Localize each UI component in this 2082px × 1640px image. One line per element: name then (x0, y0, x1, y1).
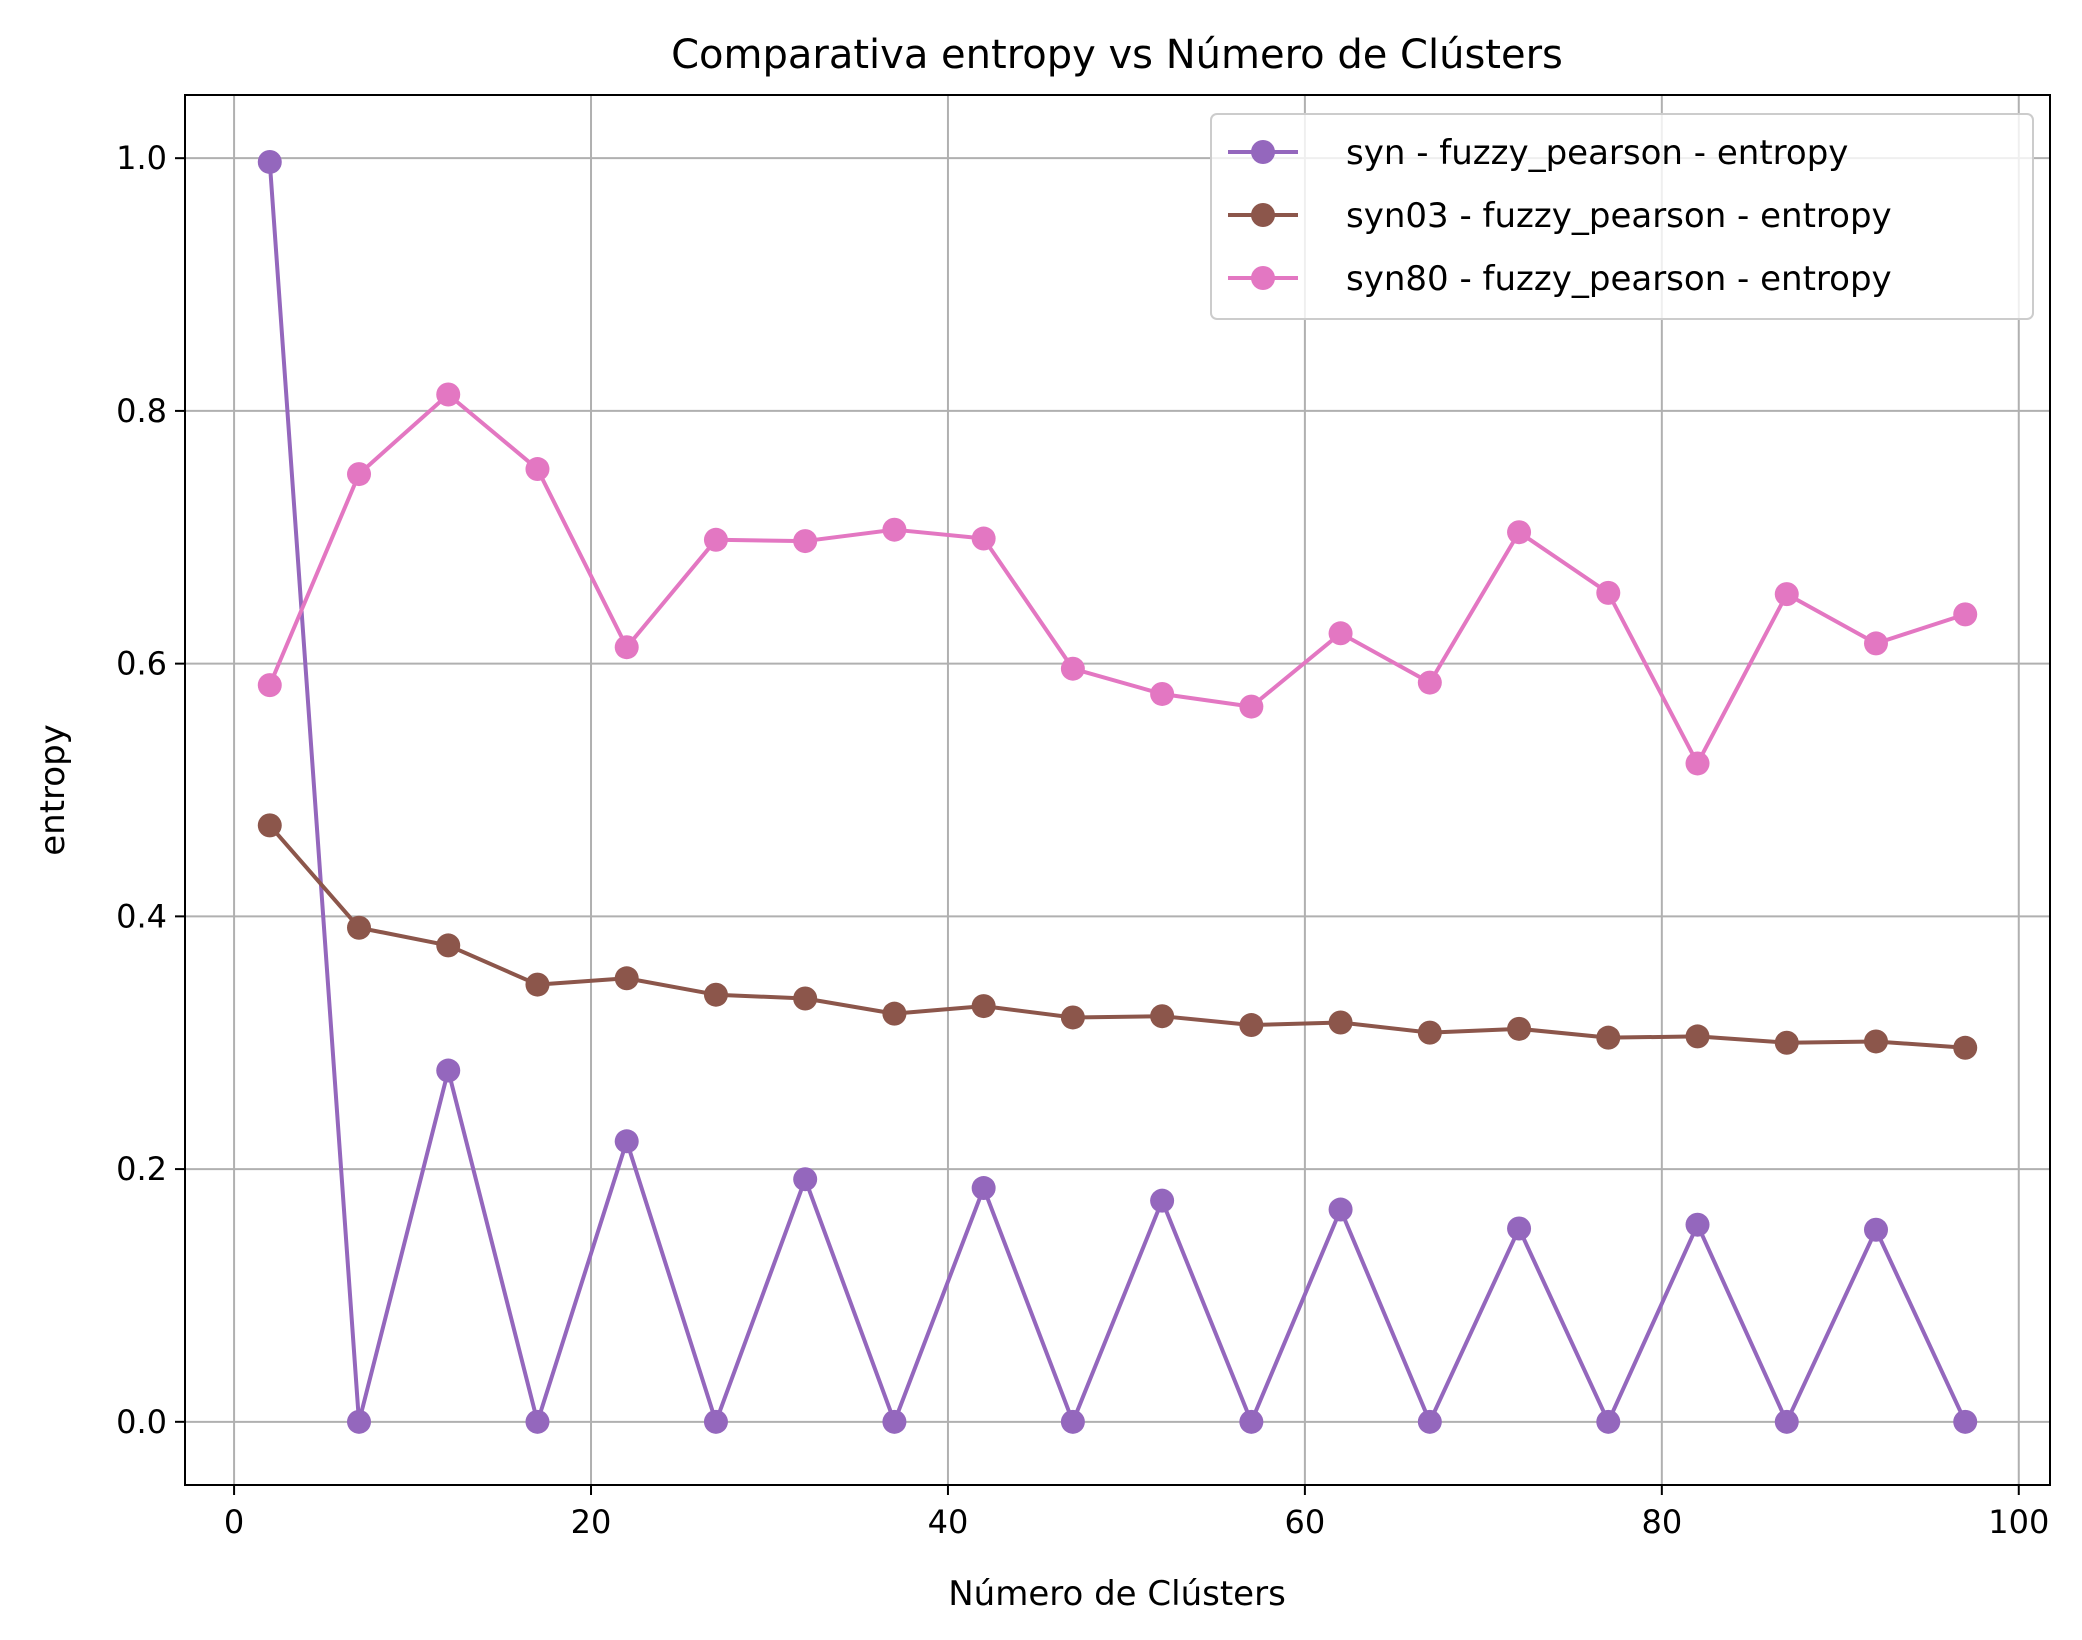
data-point (1596, 580, 1621, 605)
data-point (1239, 694, 1264, 719)
legend-item: syn80 - fuzzy_pearson - entropy (1228, 259, 1892, 299)
grid (185, 95, 2050, 1485)
data-point (257, 149, 282, 174)
legend-label: syn03 - fuzzy_pearson - entropy (1346, 196, 1892, 236)
legend-marker (1251, 266, 1275, 290)
data-point (525, 1409, 550, 1434)
y-tick-label: 0.6 (116, 645, 167, 683)
data-point (1685, 1024, 1710, 1049)
data-point (1507, 1216, 1532, 1241)
data-point (703, 982, 728, 1007)
data-point (1685, 751, 1710, 776)
x-tick-label: 0 (224, 1503, 244, 1541)
x-tick-label: 40 (928, 1503, 969, 1541)
series-3 (257, 382, 1978, 776)
data-point (1507, 1016, 1532, 1041)
plot-frame (184, 94, 2051, 1486)
data-point (436, 933, 461, 958)
data-point (1239, 1013, 1264, 1038)
data-point (1417, 1020, 1442, 1045)
data-point (882, 1409, 907, 1434)
data-point (882, 517, 907, 542)
data-point (1596, 1409, 1621, 1434)
y-tick-label: 1.0 (116, 139, 167, 177)
x-axis-label: Número de Clústers (948, 1574, 1286, 1614)
legend-label: syn - fuzzy_pearson - entropy (1346, 133, 1848, 173)
data-point (525, 972, 550, 997)
y-axis-label: entropy (33, 724, 73, 856)
x-tick-label: 20 (571, 1503, 612, 1541)
x-tick-label: 100 (1988, 1503, 2049, 1541)
data-point (793, 529, 818, 554)
data-point (1060, 1005, 1085, 1030)
data-point (347, 915, 372, 940)
data-point (1150, 681, 1175, 706)
data-point (971, 994, 996, 1019)
y-axis: 0.0 0.2 0.4 0.6 0.8 1.0 (116, 139, 185, 1441)
data-point (436, 382, 461, 407)
data-point (525, 457, 550, 482)
series-line (268, 824, 1966, 1050)
data-point (347, 1409, 372, 1434)
data-point (614, 635, 639, 660)
y-tick-label: 0.0 (116, 1403, 167, 1441)
x-tick-label: 60 (1285, 1503, 1326, 1541)
data-point (1150, 1188, 1175, 1213)
legend: syn - fuzzy_pearson - entropy syn03 - fuz… (1210, 113, 2034, 320)
legend-marker (1251, 140, 1275, 164)
legend-label: syn80 - fuzzy_pearson - entropy (1346, 259, 1892, 299)
data-point (1150, 1004, 1175, 1029)
data-point (971, 526, 996, 551)
data-point (1953, 1409, 1978, 1434)
data-point (1774, 582, 1799, 607)
data-point (1417, 670, 1442, 695)
series-line (267, 161, 1968, 1424)
data-point (1863, 1217, 1888, 1242)
data-point (1328, 621, 1353, 646)
data-point (1774, 1030, 1799, 1055)
data-point (436, 1058, 461, 1083)
x-tick-label: 80 (1641, 1503, 1682, 1541)
data-point (1953, 1035, 1978, 1060)
y-tick-label: 0.2 (116, 1150, 167, 1188)
data-point (793, 1167, 818, 1192)
data-point (1328, 1197, 1353, 1222)
series-line (267, 392, 1966, 766)
data-point (1863, 1029, 1888, 1054)
y-tick-label: 0.4 (116, 897, 167, 935)
data-point (793, 986, 818, 1011)
data-point (1863, 631, 1888, 656)
data-point (1596, 1025, 1621, 1050)
legend-item: syn - fuzzy_pearson - entropy (1228, 133, 1848, 173)
data-point (1953, 602, 1978, 627)
data-point (971, 1176, 996, 1201)
series-layer (257, 149, 1978, 1434)
data-point (1507, 520, 1532, 545)
data-point (703, 1409, 728, 1434)
data-point (257, 673, 282, 698)
legend-marker (1251, 203, 1275, 227)
data-point (1060, 656, 1085, 681)
legend-box (1210, 113, 2034, 320)
data-point (614, 966, 639, 991)
data-point (347, 462, 372, 487)
series-2 (257, 813, 1978, 1060)
data-point (1328, 1010, 1353, 1035)
data-point (1774, 1409, 1799, 1434)
data-point (1060, 1409, 1085, 1434)
data-point (1685, 1212, 1710, 1237)
x-axis: 0 20 40 60 80 100 (224, 1485, 2049, 1541)
data-point (1417, 1409, 1442, 1434)
legend-item: syn03 - fuzzy_pearson - entropy (1228, 196, 1892, 236)
data-point (1239, 1409, 1264, 1434)
y-tick-label: 0.8 (116, 392, 167, 430)
data-point (614, 1129, 639, 1154)
data-point (882, 1001, 907, 1026)
data-point (257, 813, 282, 838)
series-1 (257, 149, 1978, 1434)
data-point (703, 527, 728, 552)
chart-title: Comparativa entropy vs Número de Clúster… (671, 32, 1563, 78)
